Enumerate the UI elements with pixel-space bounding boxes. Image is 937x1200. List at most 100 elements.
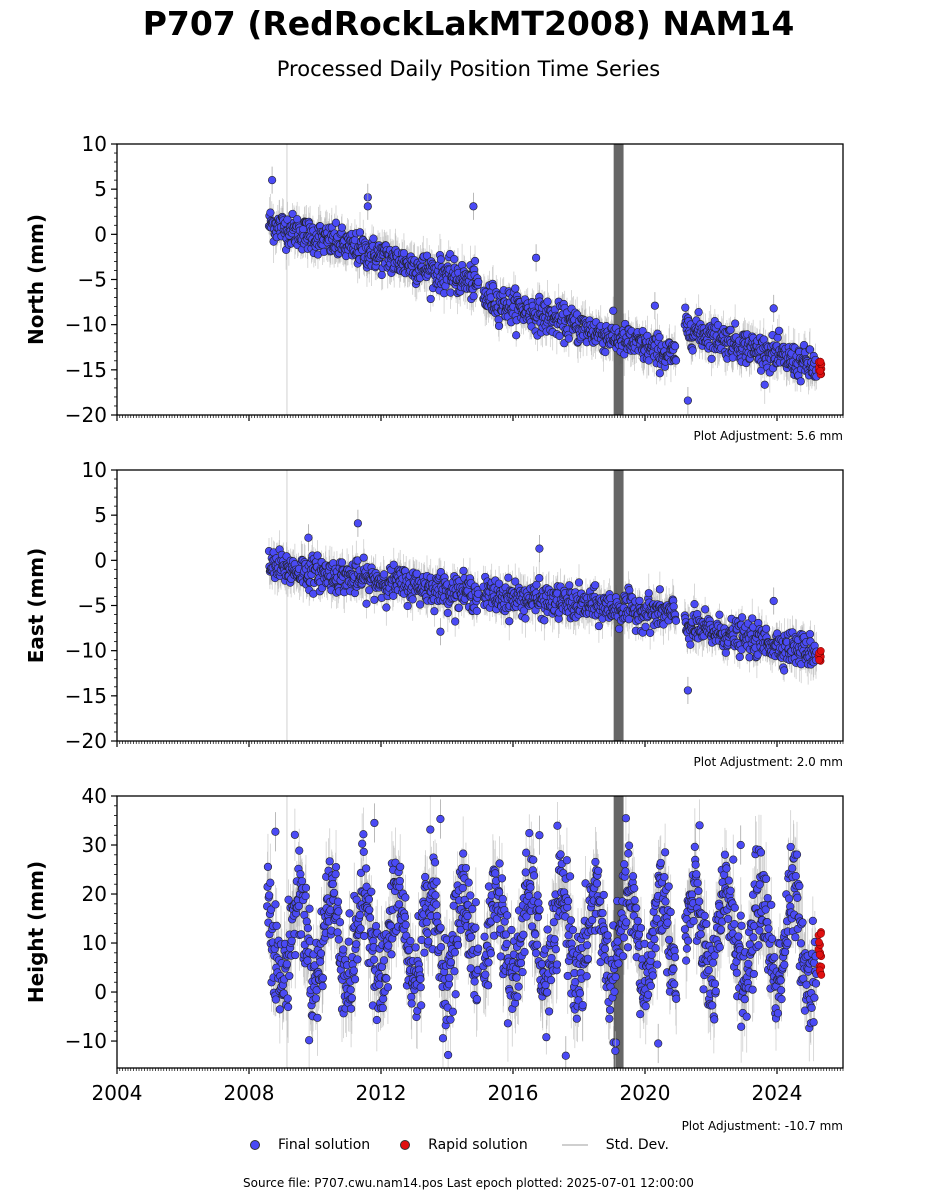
final-solution-point (609, 306, 618, 315)
final-solution-point (454, 603, 463, 612)
final-solution-point (641, 622, 650, 631)
final-solution-point (759, 335, 768, 344)
y-tick-label: −15 (65, 358, 107, 382)
final-solution-point (683, 686, 693, 695)
final-solution-point (796, 377, 805, 386)
y-tick-label: −5 (78, 268, 107, 292)
final-solution-point (450, 255, 459, 264)
final-solution-point (469, 202, 478, 211)
final-solution-point (288, 209, 297, 219)
y-tick-label: 0 (94, 222, 107, 246)
final-solution-point (601, 347, 610, 357)
final-solution-point (369, 234, 378, 243)
y-tick-label: 5 (94, 177, 107, 201)
final-solution-point (403, 601, 412, 611)
final-solution-point (646, 628, 655, 637)
final-solution-point (426, 294, 435, 304)
final-solution-point (721, 648, 731, 657)
final-solution-point (737, 613, 747, 622)
final-solution-point (762, 624, 771, 633)
final-solution-point (635, 596, 644, 605)
final-solution-point (644, 589, 653, 598)
final-solution-point (521, 614, 530, 623)
final-solution-point (707, 354, 716, 363)
final-solution-point (535, 574, 544, 583)
y-tick-label: −20 (65, 403, 107, 427)
final-solution-point (690, 600, 699, 609)
plot-adjustment-label: Plot Adjustment: 5.6 mm (694, 429, 843, 443)
final-solution-point (451, 617, 460, 626)
final-solution-point (389, 560, 398, 569)
final-solution-point (644, 356, 653, 365)
final-solution-point (671, 616, 681, 625)
rapid-solution-point (816, 367, 825, 375)
final-solution-point (713, 321, 723, 330)
final-solution-point (594, 621, 603, 631)
final-solution-point (688, 346, 697, 355)
final-solution-point (669, 602, 678, 611)
final-solution-point (331, 218, 341, 227)
final-solution-point (540, 616, 549, 625)
final-solution-point (683, 396, 693, 405)
final-solution-point (494, 579, 504, 588)
final-solution-point (304, 533, 313, 542)
final-solution-point (670, 342, 680, 351)
final-solution-point (769, 596, 778, 606)
final-solution-point (774, 326, 784, 335)
final-solution-point (726, 325, 735, 334)
final-solution-point (313, 551, 322, 560)
final-solution-point (408, 595, 417, 604)
final-solution-point (443, 608, 452, 618)
final-solution-point (511, 577, 520, 586)
final-solution-point (363, 202, 372, 211)
final-solution-point (268, 176, 277, 185)
final-solution-point (472, 606, 481, 616)
final-solution-point (353, 519, 363, 528)
final-solution-point (615, 624, 624, 633)
final-solution-point (436, 255, 445, 264)
final-solution-point (531, 253, 541, 262)
final-solution-point (773, 333, 782, 342)
final-solution-point (591, 581, 600, 590)
final-solution-point (337, 558, 347, 567)
chart-title: P707 (RedRockLakMT2008) NAM14 (142, 4, 795, 43)
final-solution-point (469, 292, 478, 301)
y-axis-label: North (mm) (24, 214, 48, 345)
plot-area (264, 470, 825, 741)
final-solution-point (715, 610, 724, 619)
final-solution-point (574, 578, 584, 587)
y-tick-label: −10 (65, 313, 107, 337)
plot-area (264, 144, 826, 415)
std-dev-gap-band (613, 144, 624, 415)
final-solution-point (735, 652, 744, 662)
final-solution-point (780, 666, 789, 675)
final-solution-point (370, 595, 379, 604)
final-solution-point (655, 369, 664, 378)
final-solution-point (512, 331, 521, 340)
final-solution-point (511, 284, 520, 293)
final-solution-point (748, 614, 757, 623)
final-solution-point (805, 629, 815, 639)
final-solution-point (731, 319, 740, 328)
final-solution-point (650, 301, 660, 310)
final-solution-point (379, 570, 389, 579)
final-solution-point (805, 345, 815, 354)
final-solution-point (505, 617, 514, 626)
final-solution-point (337, 223, 347, 232)
final-solution-point (470, 256, 480, 266)
final-solution-point (422, 251, 432, 260)
final-solution-point (436, 627, 445, 636)
final-solution-point (535, 544, 544, 553)
final-solution-point (753, 650, 762, 659)
final-solution-point (494, 321, 504, 331)
final-solution-point (655, 332, 664, 342)
final-solution-point (430, 607, 439, 616)
panel-1: −20 −15 −10 −5 0 5 10 North (mm) Plot Adjustment… (24, 132, 844, 443)
final-solution-point (474, 277, 483, 287)
final-solution-point (382, 603, 391, 612)
final-solution-point (412, 569, 421, 578)
final-solution-point (504, 573, 513, 582)
final-solution-point (355, 228, 365, 237)
final-solution-point (446, 288, 455, 297)
